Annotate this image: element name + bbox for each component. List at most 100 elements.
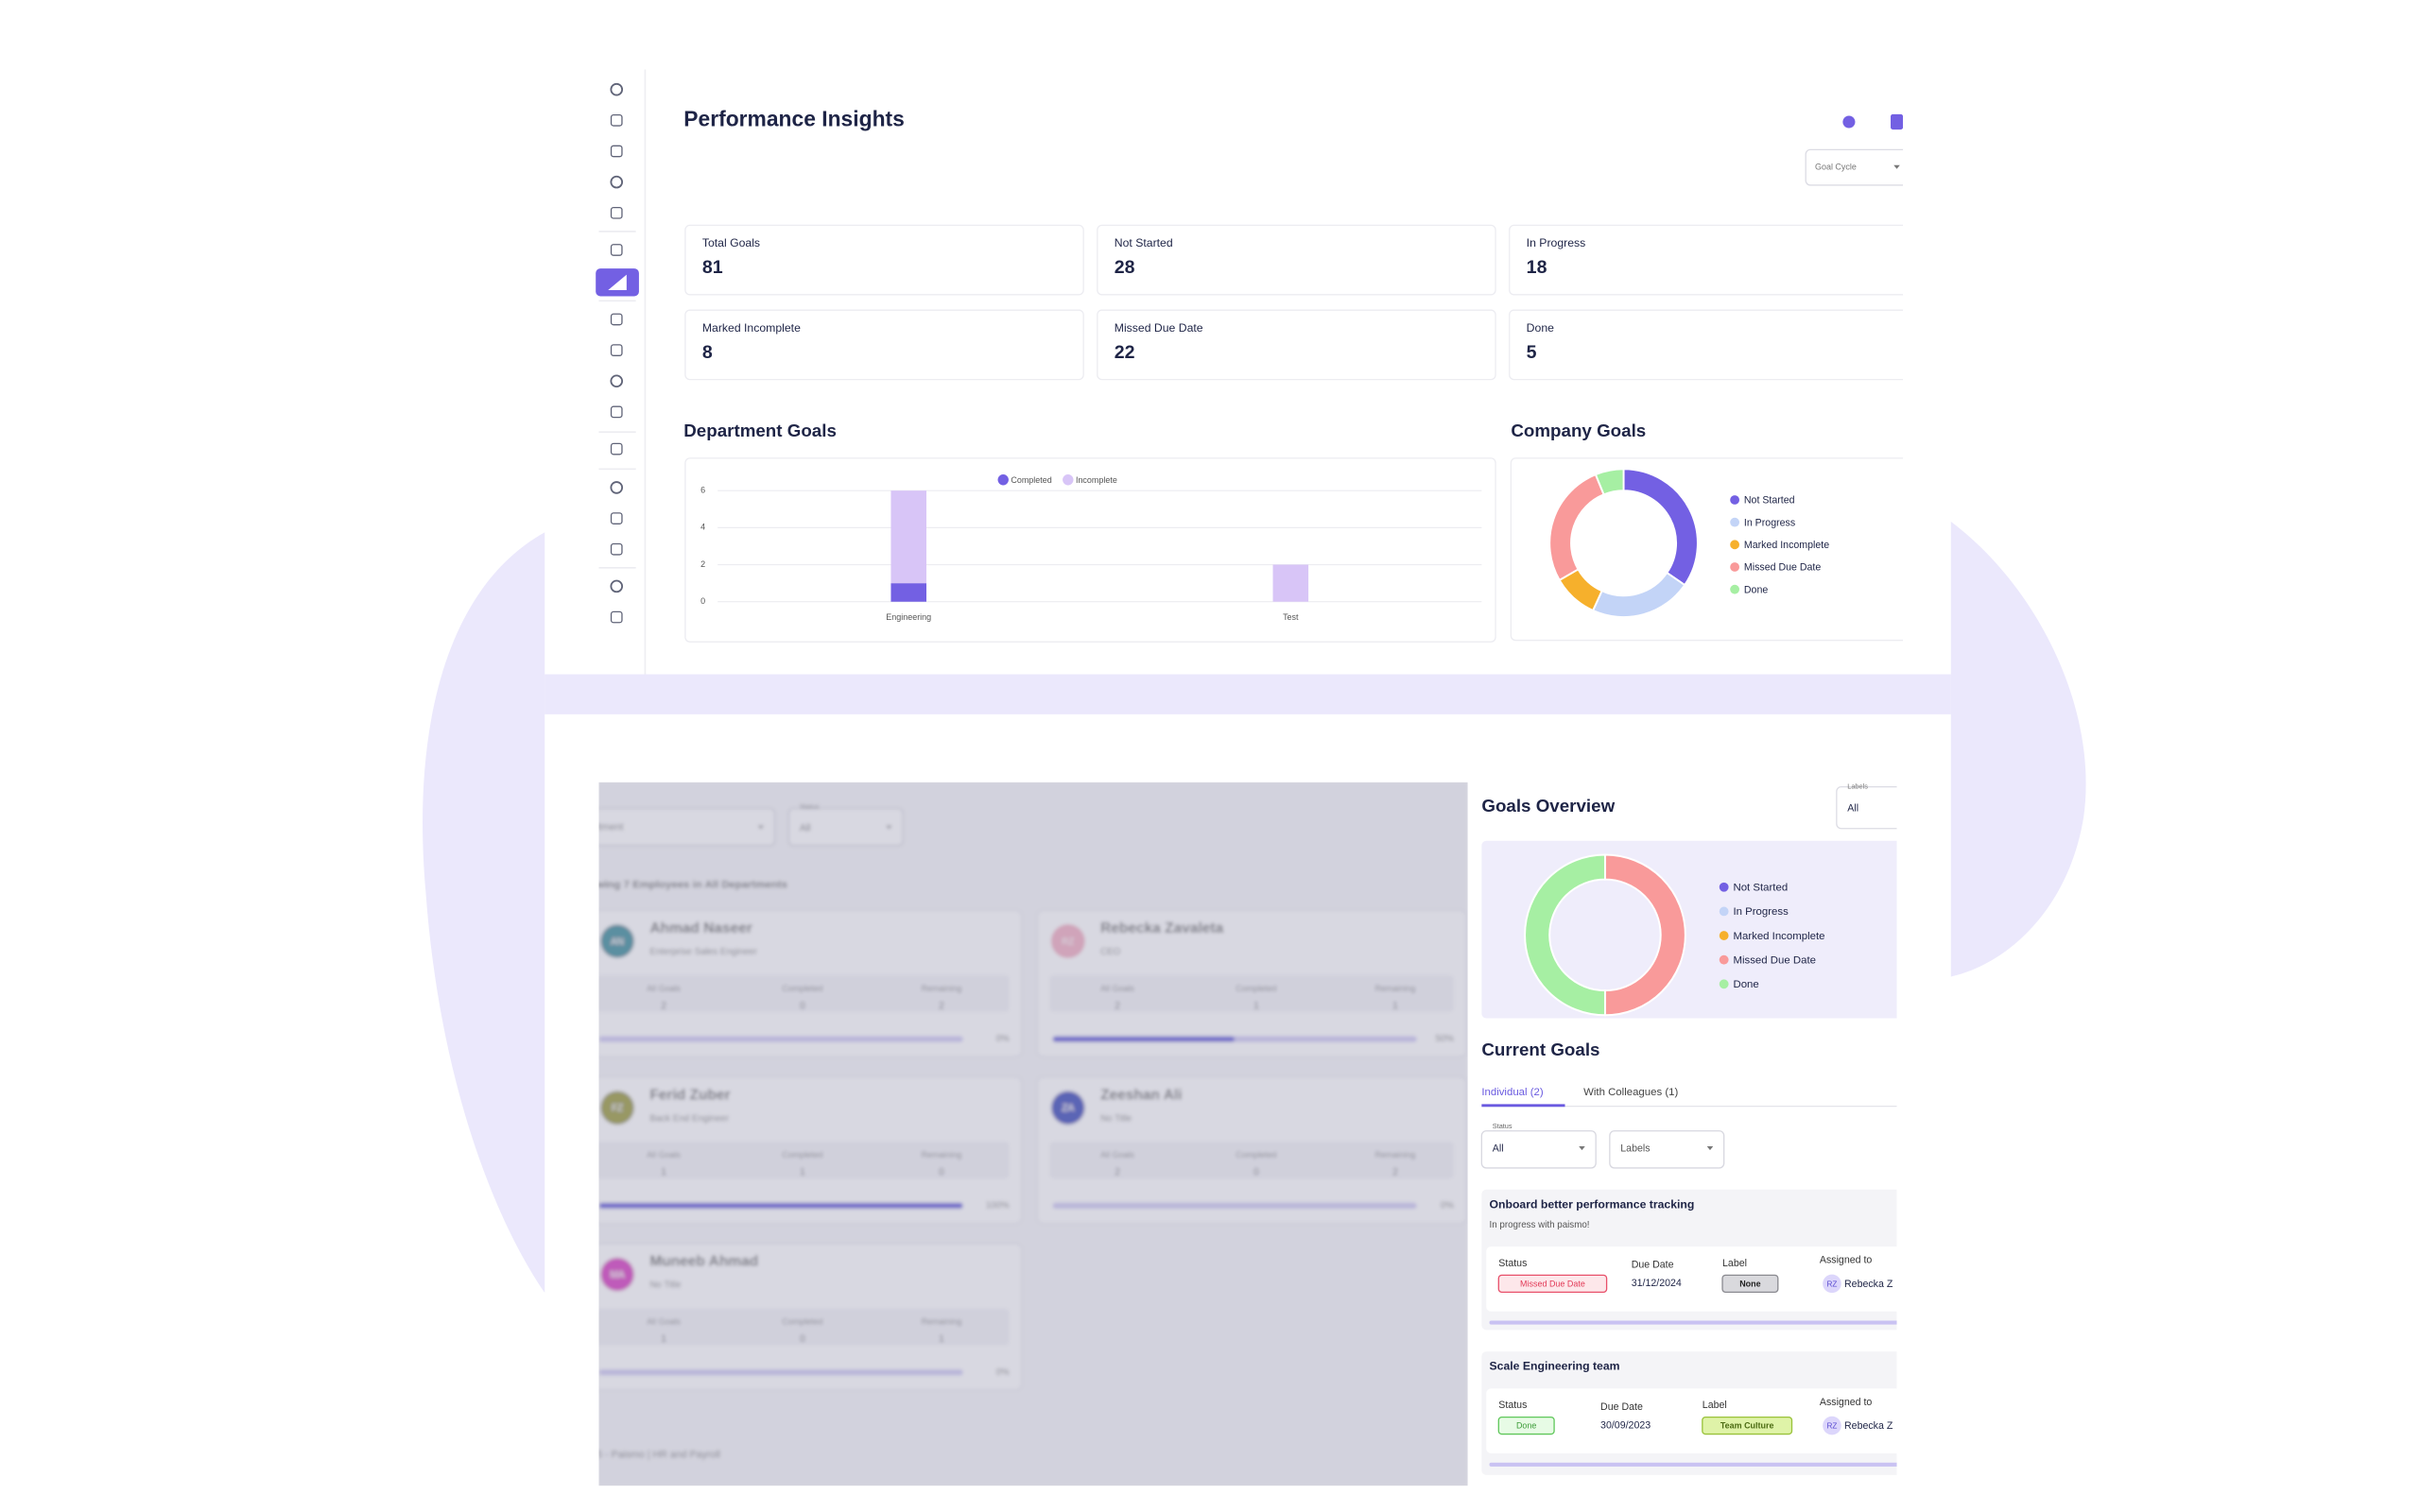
stat-value: 81 [702,257,723,278]
employee-title: Enterprise Sales Engineer [649,947,757,957]
legend-swatch [1719,979,1729,989]
employee-title: No Title [1100,1113,1132,1124]
stat-label: Marked Incomplete [702,321,801,335]
stat-column-value: 2 [661,1000,666,1011]
legend-label: Not Started [1744,495,1795,507]
stat-column-value: 2 [1115,1000,1120,1011]
legend-swatch [1719,882,1729,892]
stat-column-label: Remaining [921,1317,961,1327]
field-label: Status [1498,1258,1527,1269]
x-tick-label: Engineering [886,612,931,622]
report-icon [1891,113,1904,130]
stat-label: Not Started [1115,236,1173,249]
stat-value: 8 [702,342,713,363]
legend-label: Incomplete [1076,475,1117,485]
goal-details [1486,1246,1897,1312]
stat-value: 22 [1115,342,1135,363]
badge-text: None [1739,1280,1760,1289]
legend-label: In Progress [1733,906,1789,918]
org-chart-icon[interactable] [1842,115,1856,129]
goal-subtitle: In progress with paismo! [1490,1220,1590,1230]
progress-label: 100% [986,1201,1010,1211]
stat-column-value: 1 [1253,1000,1259,1011]
employee-name: Zeeshan Ali [1100,1087,1182,1103]
nav-icon [610,374,624,388]
dropdown-caret [757,825,765,830]
assignee-avatar [1823,1274,1841,1294]
legend-swatch [1730,584,1739,594]
sidebar [596,82,639,624]
donut-slice [1603,853,1686,1017]
legend-label: Not Started [1733,883,1788,894]
field-label: Label [1703,1400,1727,1411]
legend-label: Missed Due Date [1744,562,1821,574]
employee-stats [598,974,1010,1013]
employee-title: Back End Engineer [649,1113,729,1124]
progress-label: 0% [996,1034,1010,1044]
employee-stats [1049,1142,1454,1179]
legend-label: Completed [1011,475,1051,485]
y-tick-label: 0 [700,596,705,606]
badge-text: Done [1516,1421,1536,1431]
employee-stats [1049,974,1454,1013]
employee-avatar [600,1257,635,1292]
dropdown-caret [1706,1146,1714,1151]
field-label: Due Date [1632,1260,1674,1271]
dim-overlay [598,782,1468,1486]
tab[interactable]: With Colleagues (1) [1583,1087,1678,1098]
y-tick-label: 2 [700,559,705,569]
employee-avatar [1050,1091,1085,1125]
legend-swatch [1730,540,1739,550]
page-title: Performance Insights [683,106,905,130]
goals-panel: Goals Overview Labels All Not Started In Pro… [1480,782,1897,1475]
stat-column-value: 2 [939,1000,944,1011]
employee-initials: RZ [1062,936,1074,947]
nav-icon [610,344,623,356]
x-tick-label: Test [1283,612,1299,622]
employee-summary: Showing 7 Employees in All Departments [576,879,787,890]
stat-label: In Progress [1527,236,1586,249]
employee-avatar [600,923,635,958]
bar-segment [890,490,926,584]
badge [1702,1416,1793,1435]
progress-track [598,1368,963,1376]
backdrop-strip [544,674,1951,714]
field-label: Label [1722,1258,1747,1269]
field-label: Assigned to [1820,1397,1873,1408]
employee-initials: FZ [612,1104,623,1114]
labels-select-value: Labels [1620,1143,1650,1154]
tab-active[interactable]: Individual (2) [1481,1087,1544,1098]
stat-column-value: 1 [939,1333,944,1345]
stat-value: 28 [1115,257,1135,278]
nav-icon [610,82,624,96]
stat-column-label: All Goals [1100,984,1134,993]
bar-segment [1272,564,1309,602]
badge [1721,1274,1779,1293]
stat-column-label: Remaining [921,984,961,993]
legend-swatch [1719,906,1729,917]
chart-card [684,457,1496,643]
labels-select-value: All [1847,802,1858,814]
stat-column-value: 1 [661,1167,666,1178]
stat-card [684,224,1084,296]
badge [1497,1274,1608,1293]
nav-icon [610,512,623,524]
goal-progress-track [1489,1462,1897,1467]
nav-icon [608,274,627,290]
nav-icon [610,610,623,624]
stat-column-label: All Goals [647,1317,681,1327]
stat-column-value: 0 [800,1333,805,1345]
stat-column-value: 0 [1253,1167,1259,1178]
legend-swatch [1063,474,1074,486]
goal-title: Scale Engineering team [1490,1360,1620,1373]
stat-column-label: Remaining [1374,984,1415,993]
assignee-avatar [1823,1416,1841,1435]
labels-select [1609,1130,1725,1169]
y-tick-label: 4 [700,523,705,532]
employees-content: Department Status All Showing 7 Employees i… [576,782,1468,1486]
stat-card [1509,309,1904,381]
nav-icon [610,244,623,256]
nav-icon [610,405,623,419]
stat-card [1097,224,1496,296]
